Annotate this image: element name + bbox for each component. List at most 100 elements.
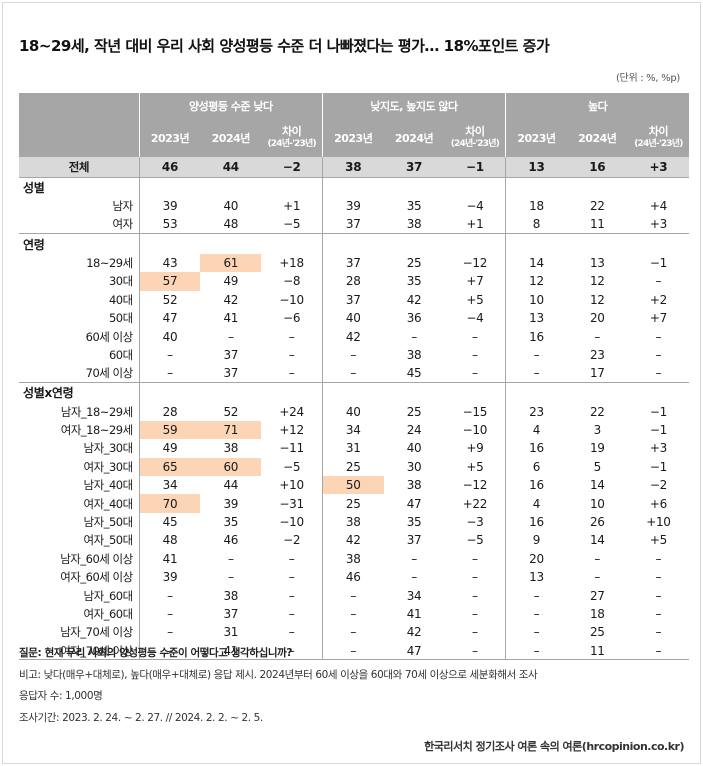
table-row: 여자_30대 65 60 −5 25 30 +5 6 5 −1 [19,457,689,477]
value-cell: 42 [321,327,384,346]
value-cell: 48 [138,531,201,550]
value-cell: +10 [646,515,671,530]
value-cell: – [288,329,295,344]
row-label: 여자_18~29세 [60,423,133,438]
value-cell: −1 [649,423,667,438]
value-cell: 38 [406,217,422,232]
value-cell: 23 [505,402,567,421]
value-cell: 40 [406,441,422,456]
value-cell: 50 [321,476,384,495]
year-header: 2024년 [566,119,628,157]
group-header-low: 양성평등 수준 낮다 [138,93,323,119]
value-cell: 4 [505,494,567,513]
value-cell: 53 [138,215,201,234]
value-cell: 44 [200,157,262,177]
row-label: 남자_60세 이상 [60,551,133,566]
value-cell: 25 [321,457,384,477]
value-cell: 70 [138,494,201,513]
value-cell: 24 [406,423,422,438]
value-cell: 48 [223,217,239,232]
value-cell: 14 [505,253,567,273]
value-cell: – [138,604,201,624]
table-row: 남자_60대 –38– –34– –27– [19,586,689,605]
empty-cell [627,176,689,197]
value-cell: −12 [462,478,488,493]
value-cell: 3 [593,423,602,438]
value-cell: +5 [466,459,484,474]
respondents-note: 응답자 수: 1,000명 [19,690,103,702]
header-blank [19,93,140,157]
value-cell: 16 [566,157,628,177]
row-label: 70세 이상 [85,366,134,381]
row-label: 남자_18~29세 [60,404,133,419]
diff-header-note: (24년-'23년) [267,139,316,149]
value-cell: 13 [505,308,567,328]
value-cell: −15 [462,404,488,419]
table-row: 남자_60세 이상 41 – – 38 – – 20 – – [19,549,689,569]
empty-cell [321,176,384,197]
value-cell: 37 [223,366,239,381]
table-row: 40대 52 42 −10 37 42 +5 10 12 +2 [19,290,689,309]
empty-cell [505,176,567,197]
value-cell: 17 [589,366,605,381]
value-cell: −1 [649,255,667,270]
period-note: 조사기간: 2023. 2. 24. ~ 2. 27. // 2024. 2. … [19,711,263,724]
value-cell: 26 [589,515,605,530]
year-header: 2024년 [200,119,262,157]
value-cell: 46 [223,533,239,548]
value-cell: 47 [383,641,445,661]
results-table: 양성평등 수준 낮다 낮지도, 높지도 않다 높다 2023년 2024년 차이 (2… [19,93,689,661]
value-cell: −6 [283,311,301,326]
value-cell: 16 [505,327,567,346]
value-cell: 40 [223,199,239,214]
value-cell: 16 [505,476,567,495]
value-cell: 38 [321,549,384,569]
value-cell: 38 [321,512,384,532]
value-cell: 65 [138,457,201,477]
row-label: 여자_70세 이상 [19,641,140,661]
value-cell: – [288,625,295,640]
table-row: 50대 47 41 −6 40 36 −4 13 20 +7 [19,308,689,328]
value-cell: – [472,329,478,344]
value-cell: 37 [321,253,384,273]
section-title: 성별 [19,176,140,197]
value-cell: 31 [321,439,384,458]
row-label: 전체 [19,157,140,177]
value-cell: 37 [383,157,445,177]
row-label: 여자_40대 [83,496,134,511]
value-cell: 13 [505,568,567,587]
row-label: 남자_40대 [83,478,134,493]
value-cell: – [594,551,601,566]
value-cell: +1 [283,199,301,214]
comparison-note: 비고: 낮다(매우+대체로), 높다(매우+대체로) 응답 제시. 2024년부… [19,668,538,681]
value-cell: – [288,347,295,362]
value-cell: – [472,570,478,585]
value-cell: 38 [223,588,239,603]
value-cell: 39 [138,568,201,587]
value-cell: – [321,345,384,365]
empty-cell [261,233,323,254]
value-cell: 41 [223,311,239,326]
value-cell: 22 [589,404,605,419]
value-cell: +12 [279,423,304,438]
value-cell: +9 [466,441,484,456]
value-cell: 40 [138,327,201,346]
value-cell: – [227,329,234,344]
value-cell: 5 [593,459,602,474]
value-cell: 34 [138,476,201,495]
value-cell: −4 [466,199,484,214]
value-cell: 14 [589,478,605,493]
diff-header: 차이 (24년-'23년) [261,119,323,157]
value-cell: – [505,364,567,383]
row-label: 여자 [112,217,134,232]
value-cell: – [411,329,417,344]
table-row: 60세 이상 40 – – 42 – – 16 – – [19,327,689,346]
table-row: 70세 이상 –37– –45– –17– [19,364,689,383]
diff-header: 차이 (24년-'23년) [444,119,506,157]
value-cell: 35 [406,199,422,214]
value-cell: – [288,366,295,381]
value-cell: 4 [505,420,567,440]
value-cell: 28 [321,272,384,291]
value-cell: – [261,641,323,661]
value-cell: – [321,586,384,605]
